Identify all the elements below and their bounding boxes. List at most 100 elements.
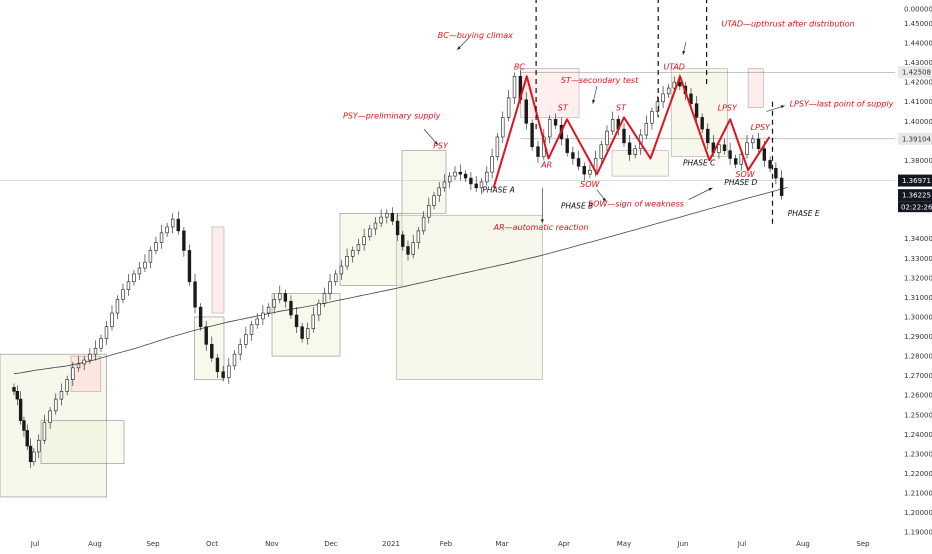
candle-body bbox=[99, 338, 103, 349]
candle-body bbox=[311, 314, 315, 329]
candle-body bbox=[644, 122, 649, 136]
candle-body bbox=[137, 267, 142, 275]
candle-body bbox=[48, 410, 52, 423]
y-tick-label: 1.28000 bbox=[904, 353, 932, 361]
price-label: 1.36225 bbox=[902, 192, 931, 200]
price-label: 1.42508 bbox=[902, 69, 931, 77]
candle-body bbox=[582, 166, 586, 175]
candle-body bbox=[427, 205, 431, 218]
y-tick-label: 1.22000 bbox=[904, 470, 932, 478]
candle-body bbox=[501, 117, 505, 138]
point-label: AR bbox=[540, 160, 552, 169]
candle-body bbox=[345, 256, 349, 267]
annotation-label: PSY—preliminary supply bbox=[343, 111, 441, 120]
candle-body bbox=[605, 130, 609, 146]
candle-body bbox=[143, 261, 147, 269]
countdown-box bbox=[898, 201, 932, 213]
point-label: BC bbox=[514, 62, 525, 71]
candle-body bbox=[762, 148, 767, 161]
x-tick-label: 2021 bbox=[382, 540, 400, 548]
candle-body bbox=[22, 420, 26, 431]
candle-body bbox=[227, 365, 231, 378]
candle-body bbox=[722, 144, 727, 151]
candle-body bbox=[689, 93, 693, 104]
candle-body bbox=[421, 216, 426, 232]
candle-body bbox=[453, 171, 457, 177]
candle-body bbox=[610, 119, 615, 132]
candle-body bbox=[411, 242, 415, 255]
arrow-head bbox=[540, 219, 544, 224]
candle-body bbox=[266, 306, 271, 314]
candle-body bbox=[204, 326, 208, 345]
candle-body bbox=[739, 154, 743, 165]
candle-body bbox=[728, 150, 732, 159]
x-tick-label: Jul bbox=[30, 540, 40, 548]
candle-body bbox=[437, 187, 441, 196]
candle-body bbox=[733, 158, 738, 165]
candle-body bbox=[88, 353, 92, 361]
candle-body bbox=[506, 97, 511, 118]
arrow-head bbox=[602, 197, 606, 202]
y-tick-label: 1.21000 bbox=[904, 490, 932, 498]
candle-body bbox=[536, 146, 540, 157]
candle-body bbox=[249, 324, 254, 335]
x-tick-label: Aug bbox=[88, 540, 102, 548]
x-tick-label: Apr bbox=[558, 540, 570, 548]
candle-body bbox=[328, 281, 332, 294]
candle-body bbox=[278, 293, 282, 300]
candle-body bbox=[485, 171, 489, 183]
point-label: ST bbox=[558, 104, 569, 113]
candle-body bbox=[76, 363, 81, 369]
candle-body bbox=[548, 119, 552, 138]
candle-body bbox=[255, 318, 259, 326]
x-tick-label: Sep bbox=[146, 540, 160, 548]
candle-body bbox=[368, 228, 372, 238]
annotation-overlay: BC—buying climax PSY—preliminary supply ST… bbox=[343, 0, 894, 232]
candle-body bbox=[694, 103, 699, 118]
candle-body bbox=[390, 212, 395, 222]
candle-body bbox=[469, 177, 473, 185]
candle-body bbox=[283, 293, 288, 302]
x-tick-label: May bbox=[617, 540, 631, 548]
y-tick-label: 1.33000 bbox=[904, 255, 932, 263]
candle-body bbox=[148, 250, 153, 263]
candle-body bbox=[661, 93, 665, 103]
candle-body bbox=[474, 183, 478, 189]
candle-body bbox=[154, 242, 158, 251]
price-label-box bbox=[898, 174, 932, 187]
candle-body bbox=[672, 81, 676, 89]
candle-body bbox=[182, 230, 186, 251]
candle-body bbox=[339, 265, 344, 275]
y-tick-label: 1.32000 bbox=[904, 274, 932, 282]
y-tick-label: 1.42000 bbox=[904, 79, 932, 87]
point-label: UTAD bbox=[663, 62, 685, 71]
candle-body bbox=[15, 391, 20, 400]
candle-body bbox=[110, 312, 114, 328]
y-tick-label: 1.43000 bbox=[904, 59, 932, 67]
candle-body bbox=[121, 289, 125, 300]
arrow-head bbox=[434, 140, 438, 145]
candle-body bbox=[187, 250, 192, 283]
candle-body bbox=[356, 244, 361, 251]
x-tick-label: Jun bbox=[677, 540, 689, 548]
candle-body bbox=[650, 111, 654, 124]
candle-body bbox=[655, 101, 660, 112]
range-box bbox=[0, 353, 107, 498]
candle-body bbox=[627, 142, 632, 155]
candle-body bbox=[210, 344, 214, 359]
range-box bbox=[211, 226, 225, 314]
y-tick-label: 1.26000 bbox=[904, 392, 932, 400]
candle-body bbox=[82, 359, 86, 365]
candle-body bbox=[198, 306, 203, 328]
range-box bbox=[40, 420, 125, 464]
candle-body bbox=[65, 379, 69, 392]
candle-body bbox=[779, 177, 784, 196]
candle-body bbox=[512, 76, 517, 99]
price-label-box bbox=[898, 66, 932, 79]
candle-body bbox=[633, 148, 637, 155]
x-tick-label: Mar bbox=[495, 540, 508, 548]
candle-body bbox=[774, 167, 778, 179]
y-tick-label: 1.27000 bbox=[904, 372, 932, 380]
arrow-head bbox=[682, 50, 686, 55]
